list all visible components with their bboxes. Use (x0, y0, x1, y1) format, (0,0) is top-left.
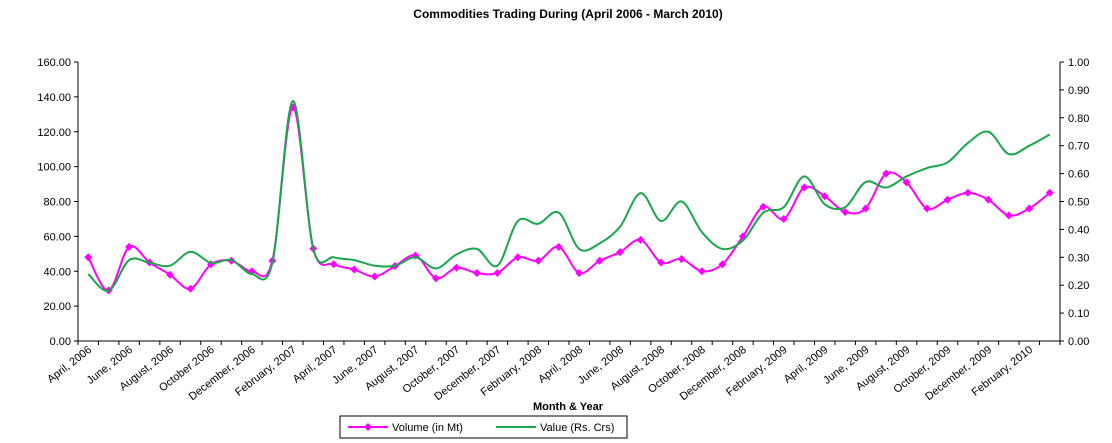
data-point (166, 270, 175, 279)
data-point (984, 195, 993, 204)
y2-tick-label: 0.40 (1068, 224, 1089, 236)
data-point (963, 188, 972, 197)
data-point (841, 207, 850, 216)
data-point (595, 256, 604, 265)
data-point (759, 202, 768, 211)
data-point (616, 248, 625, 257)
data-point (923, 204, 932, 213)
y2-tick-label: 0.90 (1068, 85, 1089, 97)
legend-box (339, 415, 628, 439)
series-line (87, 100, 1051, 292)
data-point (677, 255, 686, 264)
y-tick-label: 160.00 (37, 57, 71, 69)
y-tick-label: 0.00 (50, 336, 71, 348)
data-point (882, 169, 891, 178)
legend-marker (364, 423, 372, 431)
y2-tick-label: 1.00 (1068, 57, 1089, 69)
y-tick-label: 60.00 (43, 231, 71, 243)
data-point (820, 192, 829, 201)
y2-tick-label: 0.80 (1068, 113, 1089, 125)
y-tick-label: 80.00 (43, 197, 71, 209)
data-point (800, 183, 809, 192)
data-point (861, 204, 870, 213)
y2-tick-label: 0.70 (1068, 141, 1089, 153)
data-point (84, 253, 93, 262)
x-axis-title: Month & Year (533, 401, 604, 413)
y2-tick-label: 0.30 (1068, 252, 1089, 264)
data-point (472, 268, 481, 277)
data-point (902, 178, 911, 187)
data-point (779, 214, 788, 223)
data-point (452, 263, 461, 272)
y-tick-label: 20.00 (43, 301, 71, 313)
data-point (575, 268, 584, 277)
data-point (370, 272, 379, 281)
data-point (718, 260, 727, 269)
y-tick-label: 40.00 (43, 266, 71, 278)
data-point (329, 260, 338, 269)
data-point (493, 268, 502, 277)
y-tick-label: 120.00 (37, 127, 71, 139)
data-point (697, 267, 706, 276)
data-point (1045, 188, 1054, 197)
legend-label: Value (Rs. Crs) (540, 422, 614, 434)
y2-tick-label: 0.50 (1068, 197, 1089, 209)
data-point (432, 274, 441, 283)
y-tick-label: 100.00 (37, 162, 71, 174)
data-point (636, 235, 645, 244)
y2-tick-label: 0.20 (1068, 280, 1089, 292)
data-point (1004, 211, 1013, 220)
data-point (125, 242, 134, 251)
data-point (186, 284, 195, 293)
data-point (554, 242, 563, 251)
y2-tick-label: 0.10 (1068, 308, 1089, 320)
chart-title: Commodities Trading During (April 2006 -… (413, 7, 722, 21)
data-point (657, 258, 666, 267)
legend-label: Volume (in Mt) (392, 422, 463, 434)
y2-tick-label: 0.00 (1068, 336, 1089, 348)
data-point (513, 253, 522, 262)
data-point (350, 265, 359, 274)
data-point (1025, 204, 1034, 213)
data-point (943, 195, 952, 204)
y-tick-label: 140.00 (37, 92, 71, 104)
y2-tick-label: 0.60 (1068, 169, 1089, 181)
data-point (534, 256, 543, 265)
